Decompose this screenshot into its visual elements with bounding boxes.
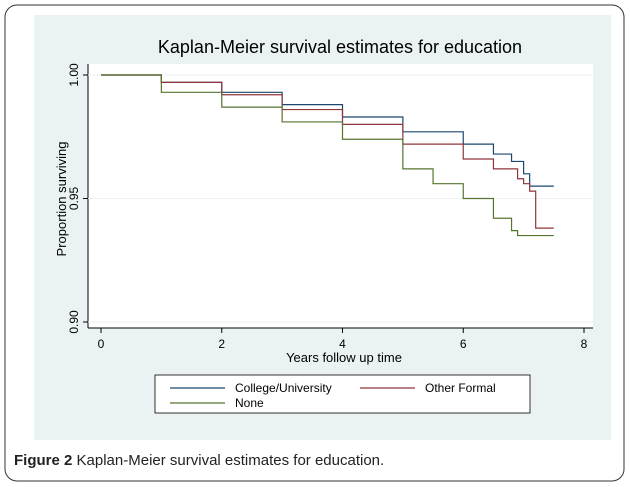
x-tick-label: 6 xyxy=(460,337,467,351)
legend xyxy=(154,374,531,414)
y-tick-label: 1.00 xyxy=(67,63,81,87)
caption-text: Kaplan-Meier survival estimates for educ… xyxy=(76,452,385,469)
caption-label: Figure 2 xyxy=(14,452,73,469)
legend-label: College/University xyxy=(235,381,332,395)
plot-region xyxy=(88,64,593,328)
x-tick-label: 4 xyxy=(339,337,346,351)
legend-label: None xyxy=(235,396,264,410)
caption: Figure 2 Kaplan-Meier survival estimates… xyxy=(14,452,384,469)
y-tick-label: 0.95 xyxy=(67,186,81,210)
x-tick-label: 0 xyxy=(98,337,105,351)
survival-curve xyxy=(101,74,554,237)
legend-label: Other Formal xyxy=(425,381,496,395)
y-tick-label: 0.90 xyxy=(67,310,81,334)
x-tick-label: 8 xyxy=(581,337,588,351)
y-axis-label: Proportion surviving xyxy=(54,142,69,257)
chart-title: Kaplan-Meier survival estimates for educ… xyxy=(158,37,522,57)
x-tick-label: 2 xyxy=(218,337,225,351)
x-axis-label: Years follow up time xyxy=(286,350,402,365)
